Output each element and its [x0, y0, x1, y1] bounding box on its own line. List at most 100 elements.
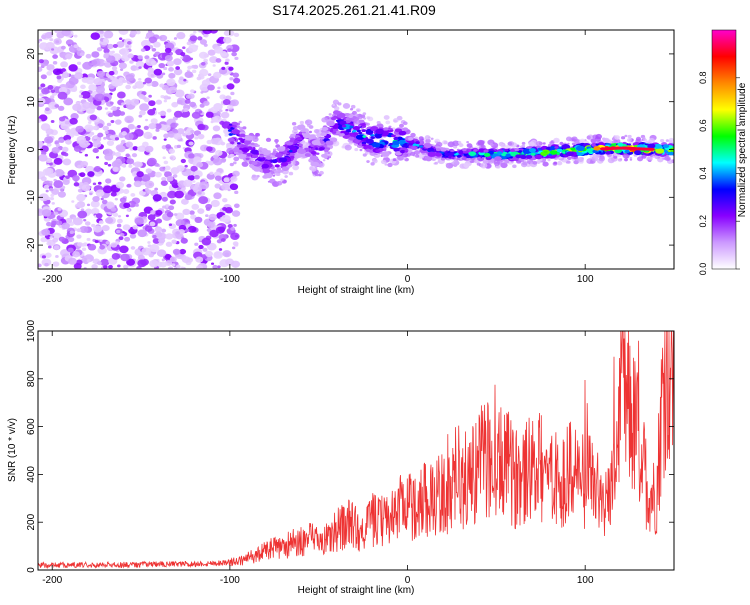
- heatmap-cell: [120, 142, 124, 146]
- heatmap-cell: [332, 99, 339, 105]
- heatmap-cell: [163, 138, 167, 141]
- colorbar-ticks: 0.0 0.2 0.4 0.6 0.8: [698, 72, 740, 275]
- heatmap-cell: [232, 72, 240, 78]
- heatmap-cell: [224, 207, 233, 214]
- heatmap-cell: [134, 161, 142, 168]
- heatmap-cell: [323, 148, 329, 153]
- heatmap-cell: [138, 66, 142, 70]
- heatmap-cell: [173, 37, 178, 40]
- heatmap-cell: [173, 133, 182, 140]
- heatmap-cell: [241, 161, 249, 167]
- heatmap-cell: [361, 129, 367, 133]
- heatmap-cell: [183, 179, 193, 188]
- heatmap-cell: [218, 109, 223, 113]
- heatmap-cell: [96, 70, 105, 78]
- heatmap-cell: [149, 259, 159, 268]
- heatmap-cell: [162, 156, 166, 160]
- heatmap-cell: [241, 147, 250, 153]
- heatmap-cell: [169, 256, 177, 263]
- heatmap-cell: [425, 155, 433, 162]
- heatmap-cell: [193, 30, 197, 34]
- heatmap-cell: [361, 143, 366, 147]
- heatmap-cell: [641, 154, 647, 159]
- heatmap-cell: [567, 160, 571, 164]
- heatmap-cell: [96, 261, 102, 266]
- heatmap-cell: [238, 120, 242, 124]
- heatmap-cell: [466, 143, 473, 148]
- heatmap-cell: [233, 77, 241, 84]
- heatmap-cell: [341, 124, 347, 128]
- heatmap-cell: [43, 184, 50, 190]
- heatmap-cell: [113, 159, 123, 167]
- heatmap-cell: [140, 48, 146, 52]
- heatmap-cell: [71, 200, 75, 203]
- heatmap-cell: [176, 99, 183, 105]
- heatmap-cell: [76, 234, 82, 239]
- heatmap-cell: [63, 97, 74, 106]
- heatmap-cell: [352, 126, 360, 131]
- heatmap-cell: [205, 111, 214, 118]
- heatmap-cell: [209, 171, 214, 175]
- heatmap-cell: [130, 98, 140, 106]
- heatmap-cell: [179, 248, 187, 255]
- heatmap-cell: [155, 209, 163, 216]
- heatmap-cell: [41, 209, 52, 217]
- heatmap-cell: [408, 142, 413, 146]
- heatmap-cell: [365, 138, 374, 144]
- heatmap-cell: [528, 141, 535, 147]
- heatmap-cell: [185, 228, 190, 232]
- heatmap-cell: [154, 123, 162, 130]
- heatmap-cell: [199, 103, 205, 108]
- heatmap-cell: [404, 150, 408, 153]
- heatmap-cell: [212, 64, 216, 67]
- heatmap-cell: [38, 193, 49, 202]
- heatmap-cell: [123, 189, 130, 194]
- heatmap-cell: [273, 170, 279, 174]
- heatmap-cell: [212, 264, 218, 269]
- heatmap-cell: [94, 239, 99, 244]
- heatmap-cell: [238, 126, 243, 130]
- heatmap-cell: [159, 83, 165, 88]
- heatmap-cell: [233, 203, 240, 209]
- heatmap-cell: [79, 52, 85, 57]
- heatmap-cell: [130, 246, 136, 250]
- heatmap-cell: [197, 133, 205, 140]
- heatmap-cell: [280, 178, 284, 182]
- heatmap-cell: [104, 161, 109, 166]
- heatmap-cell: [159, 110, 167, 117]
- heatmap-cell: [567, 142, 570, 145]
- heatmap-cell: [310, 167, 317, 172]
- heatmap-cell: [402, 121, 408, 126]
- heatmap-cell: [45, 221, 52, 227]
- heatmap-cell: [188, 141, 194, 146]
- heatmap-cell: [269, 178, 276, 184]
- heatmap-cell: [106, 122, 112, 127]
- heatmap-cell: [394, 151, 402, 156]
- heatmap-cell: [507, 141, 513, 146]
- heatmap-cell: [57, 78, 63, 83]
- heatmap-cell: [118, 30, 129, 35]
- heatmap-cell: [598, 151, 602, 154]
- heatmap-cell: [311, 139, 321, 146]
- heatmap-cell: [76, 61, 82, 65]
- heatmap-cell: [355, 108, 361, 113]
- heatmap-cell: [198, 51, 208, 59]
- heatmap-cell: [106, 140, 115, 146]
- heatmap-cell: [205, 214, 209, 218]
- heatmap-cell: [148, 30, 153, 33]
- heatmap-cell: [183, 107, 189, 113]
- heatmap-cell: [143, 125, 149, 130]
- heatmap-cell: [110, 107, 114, 111]
- heatmap-cell: [289, 155, 295, 159]
- heatmap-cell: [90, 200, 100, 208]
- heatmap-cell: [53, 157, 63, 165]
- heatmap-cell: [163, 95, 169, 100]
- heatmap-cell: [189, 57, 194, 61]
- heatmap-cell: [190, 89, 195, 93]
- heatmap-cell: [102, 125, 109, 131]
- heatmap-cell: [197, 36, 203, 41]
- heatmap-cell: [310, 151, 317, 155]
- heatmap-cell: [193, 156, 202, 164]
- heatmap-cell: [210, 262, 215, 265]
- heatmap-cell: [372, 158, 378, 164]
